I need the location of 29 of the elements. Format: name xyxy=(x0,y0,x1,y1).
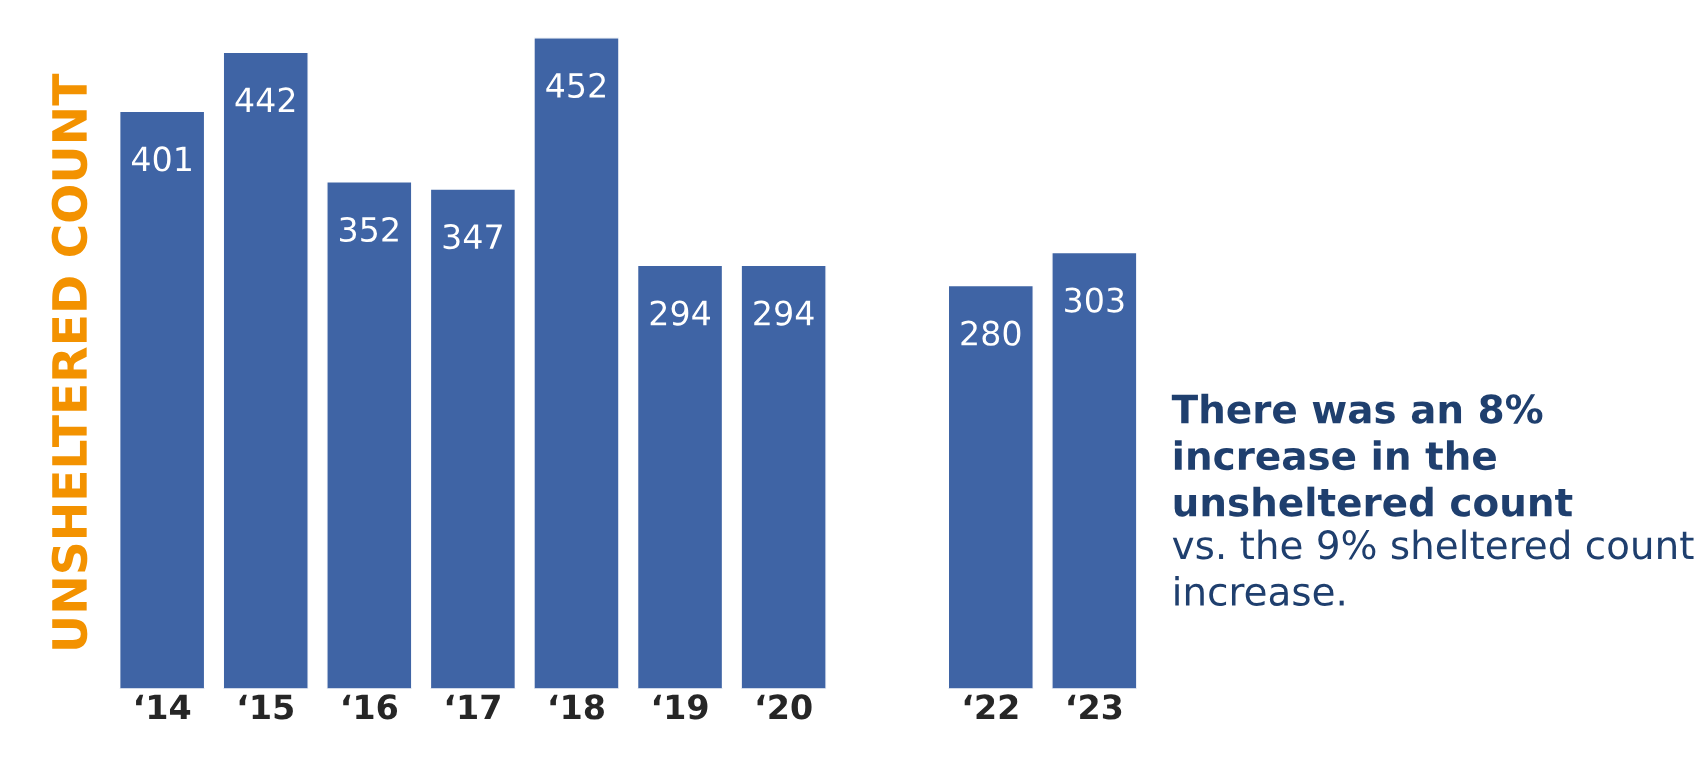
x-tick-label: ‘16 xyxy=(343,694,398,720)
x-tick-label: ‘20 xyxy=(757,694,812,720)
bar xyxy=(326,181,413,689)
x-tick-label: ‘15 xyxy=(239,694,293,720)
data-label: 347 xyxy=(443,224,502,250)
bar xyxy=(1051,251,1138,689)
data-label: 294 xyxy=(650,300,710,326)
data-label: 280 xyxy=(961,320,1021,346)
bar xyxy=(740,264,827,689)
data-label: 352 xyxy=(340,216,398,243)
data-label: 442 xyxy=(235,87,295,112)
bar xyxy=(222,51,309,689)
bar xyxy=(947,284,1034,689)
x-tick-label: ‘22 xyxy=(964,694,1018,720)
data-label: 294 xyxy=(754,300,814,326)
x-tick-label: ‘19 xyxy=(653,694,708,720)
x-tick-label: ‘18 xyxy=(550,694,604,720)
bar xyxy=(533,37,620,689)
data-label: 401 xyxy=(131,146,191,172)
bar xyxy=(118,110,206,689)
data-label: 452 xyxy=(546,72,605,99)
data-label: 303 xyxy=(1065,287,1124,313)
bar xyxy=(636,264,724,689)
x-tick-label: ‘17 xyxy=(446,694,500,720)
bar xyxy=(429,188,517,689)
x-tick-label: ‘14 xyxy=(136,694,191,720)
text: vs. the 9% sheltered count increase. xyxy=(1172,529,1694,607)
y-axis-title: UNSHELTERED COUNT xyxy=(51,73,88,649)
x-tick-label: ‘23 xyxy=(1068,694,1122,720)
